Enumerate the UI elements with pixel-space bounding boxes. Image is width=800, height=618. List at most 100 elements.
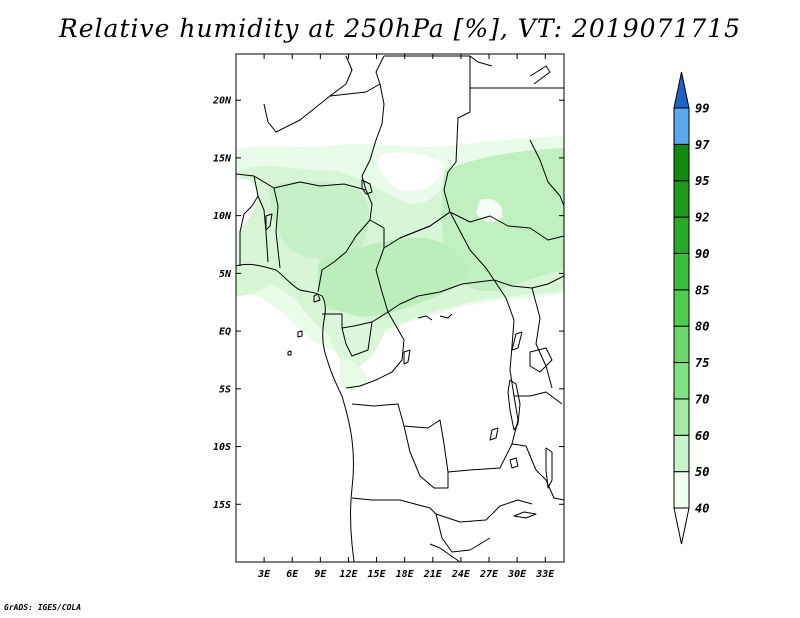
grads-credit: GrADS: IGES/COLA — [4, 603, 82, 612]
colorbar-label: 90 — [695, 247, 709, 261]
border-angola-namibia — [351, 497, 437, 515]
border-ghana-togo — [257, 195, 269, 263]
lat-tick-label: 10N — [213, 211, 232, 222]
colorbar-swatch — [673, 398, 690, 436]
lake-bangweulu — [509, 457, 519, 469]
lat-tick-label: 15S — [213, 500, 231, 511]
lat-tick-label: 5N — [219, 269, 232, 280]
colorbar-label: 85 — [695, 283, 709, 297]
border-libya-sudan — [443, 111, 471, 213]
colorbar-swatch — [673, 289, 690, 327]
colorbar: 40 50 60 70 75 80 85 90 92 95 97 99 — [673, 71, 710, 545]
lon-tick-label: 21E — [423, 569, 443, 580]
map-title: Relative humidity at 250hPa [%], VT: 201… — [58, 14, 742, 43]
colorbar-swatch — [673, 362, 690, 400]
colorbar-swatch — [673, 252, 690, 291]
border-niger-chad — [361, 83, 385, 191]
border-zambia-tanzania — [447, 443, 527, 473]
colorbar-swatch — [673, 107, 690, 145]
lon-tick-label: 12E — [339, 569, 358, 580]
colorbar-label: 97 — [695, 138, 710, 152]
lake-albert — [511, 331, 523, 351]
humidity-patch-coast — [236, 267, 270, 296]
border-sahel-north — [263, 55, 353, 133]
island-bioko — [313, 293, 321, 303]
colorbar-under-triangle — [673, 507, 690, 545]
border-niger-nigeria — [273, 181, 367, 191]
humidity-core-east — [441, 148, 564, 292]
colorbar-label: 99 — [695, 102, 709, 116]
lon-tick-label: 9E — [314, 569, 327, 580]
latitude-axis: 20N 15N 10N 5N EQ 5S 10S 15S — [212, 96, 564, 511]
border-drc-angola — [351, 403, 449, 473]
border-namibia-south — [429, 543, 461, 562]
colorbar-label: 75 — [695, 356, 709, 370]
country-borders — [236, 55, 564, 562]
lake-malawi — [545, 447, 553, 489]
colorbar-over-triangle — [673, 71, 690, 109]
humidity-shading — [236, 136, 564, 390]
lon-tick-label: 3E — [257, 569, 271, 580]
map-frame — [235, 53, 565, 563]
colorbar-swatch — [673, 143, 690, 182]
border-zambia-zimbabwe — [435, 499, 533, 523]
lat-tick-label: 20N — [212, 96, 232, 107]
border-nigeria-cameroon — [317, 189, 373, 293]
border-benin-nigeria — [273, 187, 281, 269]
colorbar-swatch — [673, 434, 690, 473]
border-car-sudan — [399, 211, 495, 281]
border-car-drc — [387, 279, 495, 313]
colorbar-label: 95 — [695, 174, 709, 188]
lake-victoria — [529, 347, 553, 373]
lon-tick-label: 33E — [535, 569, 555, 580]
lon-tick-label: 30E — [507, 569, 527, 580]
humidity-core-west — [269, 181, 369, 259]
border-cameroon-gabon — [322, 311, 389, 329]
colorbar-swatch — [673, 325, 690, 364]
colorbar-label: 50 — [695, 465, 709, 479]
border-angola-zambia — [403, 425, 449, 489]
colorbar-swatch — [673, 180, 690, 218]
border-chad-libya — [384, 55, 471, 112]
lon-tick-label: 18E — [396, 569, 415, 580]
colorbar-swatch — [673, 471, 690, 509]
lake-tanganyika — [507, 379, 521, 431]
lake-kariba — [513, 511, 537, 519]
humidity-patch-congo — [326, 310, 385, 372]
lon-tick-label: 6E — [286, 569, 299, 580]
colorbar-label: 60 — [695, 429, 709, 443]
lon-tick-label: 24E — [451, 569, 471, 580]
colorbar-label: 40 — [695, 502, 709, 516]
lat-tick-label: 15N — [213, 153, 232, 164]
border-burkina-south — [239, 175, 259, 266]
border-sudan-southsudan — [449, 211, 564, 241]
coast-red-sea — [529, 65, 551, 85]
humidity-gap-2 — [236, 178, 258, 230]
lat-tick-label: EQ — [219, 327, 231, 338]
border-botswana — [435, 513, 491, 553]
congo-marsh-3 — [403, 349, 411, 365]
border-drc-east — [493, 279, 519, 445]
border-gabon-congo — [341, 321, 373, 357]
lake-chad — [361, 179, 373, 195]
longitude-axis: 3E 6E 9E 12E 15E 18E 21E 24E 27E 30E 33E — [257, 54, 555, 580]
humidity-gap-1 — [378, 152, 445, 192]
lat-tick-label: 10S — [213, 442, 231, 453]
humidity-gap-3 — [476, 199, 503, 223]
colorbar-label: 80 — [695, 320, 709, 334]
island-annobon — [287, 350, 292, 356]
island-sao-tome — [297, 330, 303, 338]
coastline-west-africa — [236, 263, 355, 562]
lon-tick-label: 15E — [368, 569, 387, 580]
border-tanzania — [514, 391, 563, 405]
colorbar-label: 70 — [695, 392, 709, 406]
lon-tick-label: 27E — [479, 569, 499, 580]
congo-marsh-2 — [439, 313, 453, 319]
border-chad-car — [369, 219, 389, 313]
border-congo-drc — [345, 311, 405, 389]
humidity-patch-southwest — [340, 359, 368, 390]
border-sudan-eritrea — [529, 139, 564, 207]
colorbar-label: 92 — [695, 211, 709, 225]
coast-north-east — [469, 55, 493, 67]
